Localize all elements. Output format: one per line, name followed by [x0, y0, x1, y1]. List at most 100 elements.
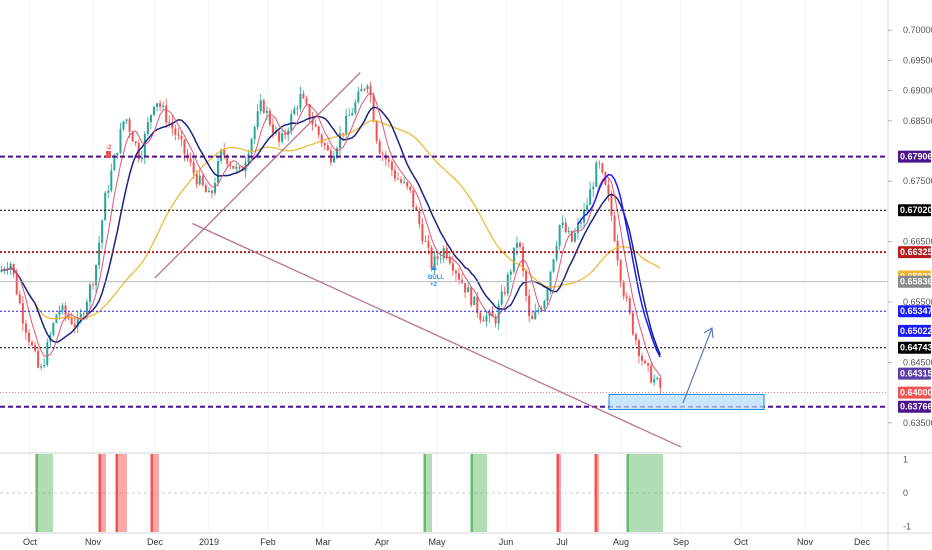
candle-body [430, 247, 433, 269]
candle-body [296, 108, 299, 110]
candle-body [458, 273, 460, 280]
price-level-label: 0.64000 [900, 388, 932, 398]
candle-body [397, 178, 399, 180]
candle-body [659, 377, 662, 388]
channel-upper-line [154, 72, 361, 279]
candle-body [174, 128, 177, 135]
x-tick-label: Dec [147, 537, 164, 547]
candle-body [567, 230, 570, 233]
candle-body [381, 153, 384, 155]
candle-body [470, 287, 473, 306]
price-level-label: 0.67020 [900, 205, 932, 215]
ma-fast-line [1, 91, 661, 377]
price-level-label: 0.66325 [900, 247, 932, 257]
candle-body [613, 215, 616, 241]
candle-body [375, 121, 378, 142]
candle-body [79, 313, 82, 320]
price-level-tag [898, 204, 931, 217]
candle-body [357, 91, 360, 103]
candle-body [653, 379, 656, 383]
price-level-tag [898, 324, 931, 337]
candle-body [607, 184, 610, 195]
candle-body [308, 104, 311, 120]
candle-body [592, 186, 595, 190]
candle-body [448, 257, 451, 264]
candle-body [628, 298, 631, 314]
candle-body [433, 256, 436, 269]
candle-body [92, 284, 94, 286]
candle-body [500, 291, 503, 305]
candle-body [171, 122, 174, 129]
x-tick-label: Oct [734, 537, 749, 547]
candle-body [0, 270, 3, 272]
candle-body [64, 305, 67, 315]
candle-body [305, 98, 308, 105]
candle-body [320, 134, 323, 144]
candle-body [156, 103, 159, 107]
signal-band [35, 454, 53, 532]
candle-body [119, 129, 122, 153]
candle-body [332, 155, 335, 163]
candle-body [61, 305, 64, 311]
moving-averages [1, 91, 661, 377]
candle-body [122, 121, 125, 130]
candlesticks [0, 81, 662, 395]
candle-body [339, 133, 342, 149]
candle-body [271, 124, 274, 134]
candle-body [506, 274, 509, 294]
candle-body [454, 270, 457, 274]
candle-body [162, 105, 165, 107]
candle-body [177, 134, 180, 136]
x-tick-label: 2019 [199, 537, 219, 547]
candle-body [34, 345, 37, 351]
candle-body [189, 158, 192, 163]
price-level-tag [898, 305, 931, 318]
candle-body [27, 332, 30, 342]
x-tick-label: Mar [315, 537, 331, 547]
marker-minus-2: -2 [106, 145, 112, 151]
candle-body [18, 294, 21, 304]
candle-body [9, 263, 12, 269]
price-level-label: 0.64315 [900, 369, 932, 379]
ma-medium-line [1, 106, 661, 356]
candle-body [641, 355, 643, 361]
x-tick-label: Feb [260, 537, 276, 547]
ma-projection-line [577, 173, 661, 358]
candle-body [491, 311, 494, 317]
candle-body [451, 263, 454, 271]
candle-body [494, 316, 497, 324]
candle-body [543, 300, 546, 309]
candle-body [235, 166, 238, 169]
price-level-tag [898, 275, 931, 288]
candle-body [412, 190, 415, 208]
candle-body [354, 102, 357, 113]
signal-band [423, 454, 432, 532]
candle-body [88, 284, 91, 302]
candle-body [323, 143, 326, 146]
candle-body [201, 175, 204, 186]
candle-body [497, 304, 500, 324]
candle-body [220, 149, 223, 161]
x-tick-label: Dec [854, 537, 871, 547]
candle-body [479, 313, 482, 320]
candle-body [409, 186, 412, 191]
candle-body [436, 256, 439, 260]
candle-body [512, 247, 515, 272]
candle-body [369, 85, 372, 95]
candle-body [232, 165, 235, 169]
price-level-label: 0.64743 [900, 343, 932, 353]
candle-body [546, 288, 549, 301]
candle-body [168, 122, 171, 124]
candle-body [195, 173, 198, 185]
candle-body [110, 170, 113, 191]
candle-body [647, 363, 650, 366]
y-tick-label: 0.63500 [903, 418, 932, 428]
marker-bull: BULL [428, 275, 444, 281]
candle-body [311, 119, 314, 125]
candle-body [650, 365, 653, 383]
candle-body [268, 110, 271, 125]
candle-body [576, 223, 579, 233]
x-tick-label: Jun [499, 537, 514, 547]
